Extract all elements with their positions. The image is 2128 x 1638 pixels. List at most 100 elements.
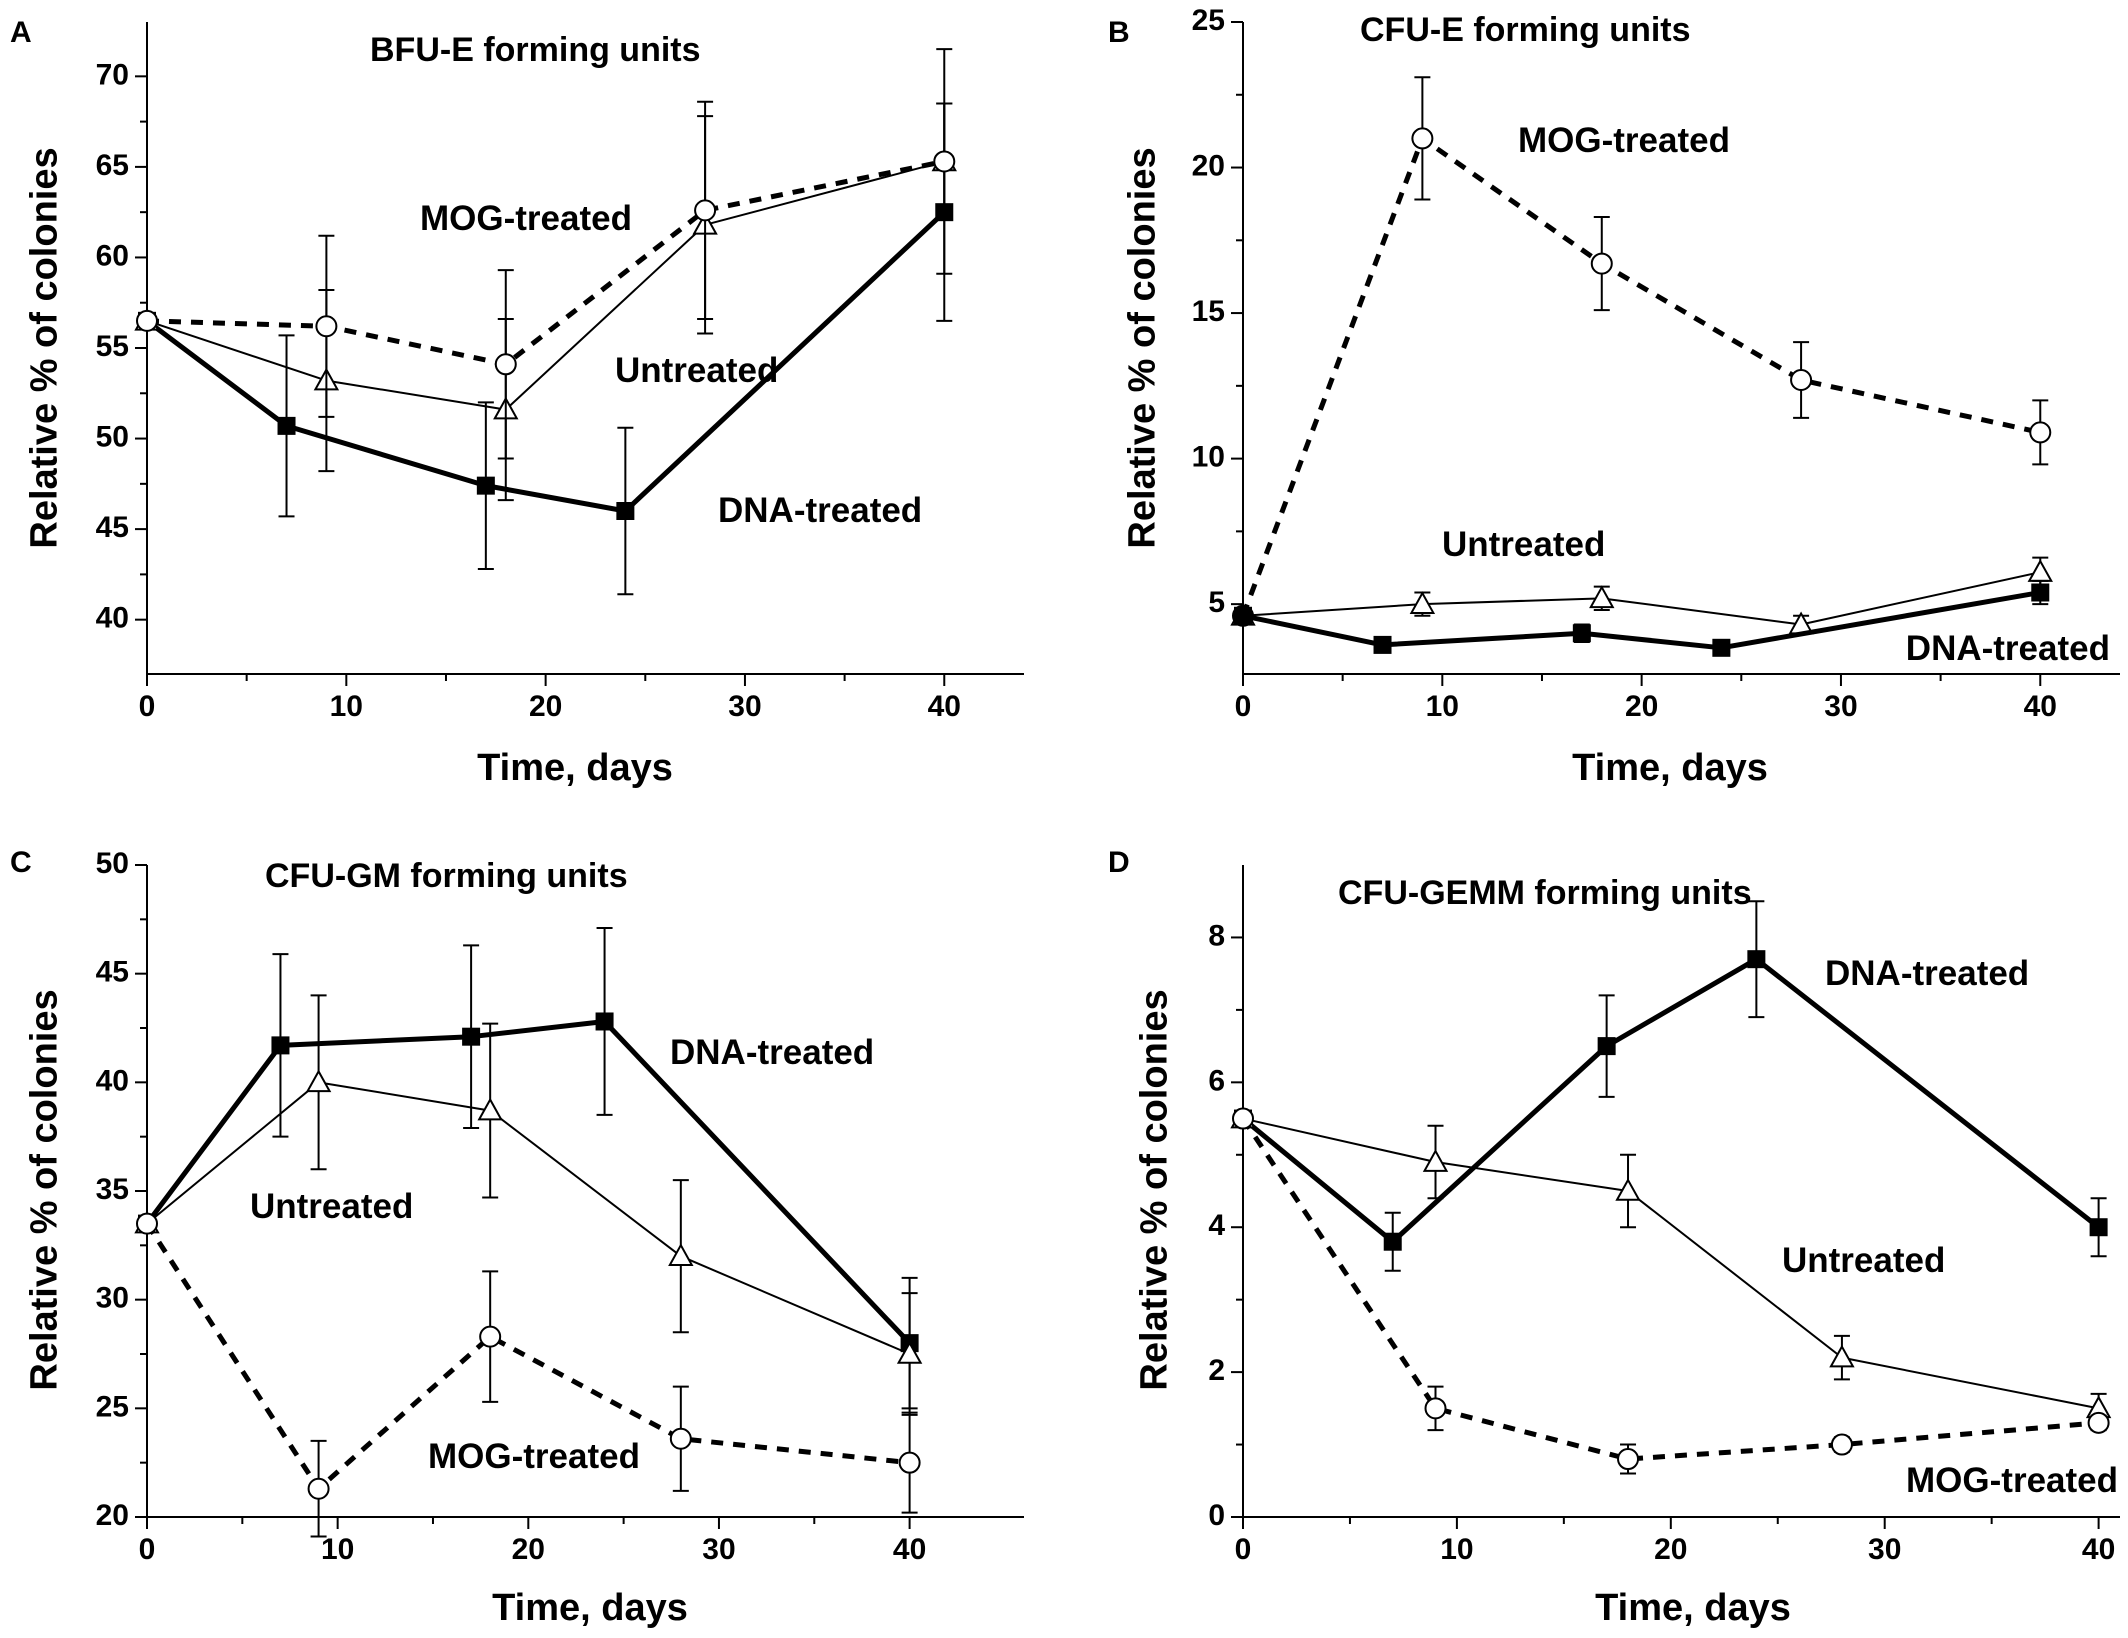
data-point-circle xyxy=(1830,1433,1853,1456)
data-point-square xyxy=(1234,606,1252,625)
data-point-square xyxy=(1383,1232,1402,1251)
series-label: DNA-treated xyxy=(1906,629,2110,668)
series-line xyxy=(1242,571,2041,626)
y-tick-label: 45 xyxy=(96,511,129,544)
series-line xyxy=(144,1222,910,1492)
x-tick-label: 0 xyxy=(139,690,156,723)
x-tick-label: 30 xyxy=(702,1533,735,1566)
series-label: DNA-treated xyxy=(718,491,922,530)
data-point-triangle xyxy=(477,1097,503,1121)
x-tick-label: 20 xyxy=(529,690,562,723)
series-line xyxy=(146,159,945,367)
data-point-square xyxy=(2031,583,2050,602)
series-label: Untreated xyxy=(1782,1241,1945,1280)
x-tick-label: 20 xyxy=(512,1533,545,1566)
data-point-square xyxy=(476,476,495,495)
series-untreated xyxy=(134,48,957,502)
y-axis-label: Relative % of colonies xyxy=(23,147,65,548)
data-point-circle xyxy=(1232,1107,1254,1130)
x-tick-label: 10 xyxy=(330,690,363,723)
data-point-square xyxy=(271,1036,290,1055)
x-tick-label: 10 xyxy=(1426,690,1459,723)
data-point-circle xyxy=(136,309,158,332)
series-label: Untreated xyxy=(1442,525,1605,564)
y-tick-label: 60 xyxy=(96,239,129,272)
series-mog-treated xyxy=(1232,1107,2110,1475)
panel-b: B CFU-E forming units 0 10 20 30 40 5 10 15 20 25 Ti… xyxy=(1108,4,2120,789)
data-point-circle xyxy=(494,353,517,376)
x-tick-label: 30 xyxy=(1824,690,1857,723)
data-point-triangle xyxy=(305,1069,332,1093)
data-point-triangle xyxy=(1615,1177,1641,1201)
x-tick-label: 10 xyxy=(1440,1533,1473,1566)
data-point-circle xyxy=(307,1477,330,1500)
data-point-circle xyxy=(1617,1448,1640,1471)
data-point-circle xyxy=(136,1212,158,1235)
data-point-circle xyxy=(694,199,717,222)
series-untreated xyxy=(1230,1105,2112,1424)
x-tick-label: 30 xyxy=(1868,1533,1901,1566)
panel-letter: C xyxy=(10,846,32,879)
x-tick-label: 0 xyxy=(1235,690,1252,723)
chart-title: BFU-E forming units xyxy=(370,31,701,69)
data-point-circle xyxy=(479,1325,502,1348)
data-point-square xyxy=(462,1027,481,1046)
series-label: DNA-treated xyxy=(670,1033,874,1072)
data-point-triangle xyxy=(1409,591,1436,614)
y-tick-label: 25 xyxy=(96,1390,129,1423)
panel-c: C CFU-GM forming units 0 10 20 30 40 20 25 30 35 40… xyxy=(10,846,1024,1629)
data-point-triangle xyxy=(1829,1344,1855,1368)
y-tick-label: 55 xyxy=(96,330,129,363)
x-axis-label: Time, days xyxy=(1595,1587,1791,1629)
panel-letter: D xyxy=(1108,846,1130,879)
y-tick-label: 6 xyxy=(1208,1064,1225,1097)
y-tick-label: 2 xyxy=(1208,1354,1225,1387)
data-point-circle xyxy=(315,315,338,338)
x-tick-label: 40 xyxy=(893,1533,926,1566)
x-tick-label: 20 xyxy=(1654,1533,1687,1566)
data-point-circle xyxy=(1411,127,1434,150)
data-point-square xyxy=(616,502,635,520)
x-tick-label: 40 xyxy=(928,690,961,723)
data-point-square xyxy=(1373,635,1392,654)
y-axis-label: Relative % of colonies xyxy=(1133,989,1175,1390)
x-tick-label: 10 xyxy=(321,1533,354,1566)
series-mog-treated xyxy=(136,1212,921,1538)
y-axis-label: Relative % of colonies xyxy=(23,989,65,1390)
x-axis-label: Time, days xyxy=(492,1587,688,1629)
data-point-circle xyxy=(1590,252,1613,275)
data-point-triangle xyxy=(668,1243,694,1266)
chart-title: CFU-GM forming units xyxy=(265,857,628,895)
y-tick-label: 30 xyxy=(96,1282,129,1315)
x-tick-label: 0 xyxy=(1235,1533,1252,1566)
data-point-square xyxy=(2089,1218,2108,1237)
y-tick-label: 10 xyxy=(1192,441,1225,474)
y-axis-label: Relative % of colonies xyxy=(1121,147,1163,548)
series-line xyxy=(1240,1117,2099,1462)
data-point-circle xyxy=(933,150,956,173)
y-tick-label: 45 xyxy=(96,956,129,989)
data-point-circle xyxy=(2029,421,2052,444)
y-tick-label: 0 xyxy=(1208,1499,1225,1532)
data-point-circle xyxy=(669,1427,692,1450)
series-dna-treated xyxy=(138,927,919,1410)
y-tick-label: 40 xyxy=(96,602,129,635)
series-label: MOG-treated xyxy=(1518,121,1730,160)
series-line xyxy=(1240,135,2041,617)
y-tick-label: 8 xyxy=(1208,919,1225,952)
data-point-triangle xyxy=(2027,559,2053,582)
x-axis-label: Time, days xyxy=(477,747,673,789)
x-tick-label: 30 xyxy=(728,690,761,723)
series-label: Untreated xyxy=(615,351,778,390)
data-point-triangle xyxy=(896,1340,923,1364)
y-tick-label: 50 xyxy=(96,420,129,453)
x-tick-label: 40 xyxy=(2082,1533,2115,1566)
y-tick-label: 50 xyxy=(96,847,129,880)
y-tick-label: 40 xyxy=(96,1064,129,1097)
data-point-square xyxy=(1712,638,1731,657)
y-tick-label: 20 xyxy=(1192,149,1225,182)
series-label: Untreated xyxy=(250,1187,413,1226)
data-point-triangle xyxy=(1422,1148,1449,1172)
y-tick-label: 65 xyxy=(96,149,129,182)
